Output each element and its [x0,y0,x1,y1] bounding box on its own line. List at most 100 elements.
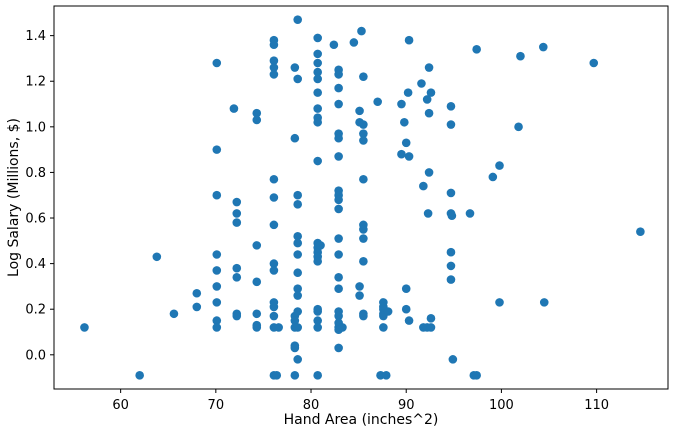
data-point [636,227,645,236]
data-point [232,311,242,321]
data-point [212,266,222,275]
data-point [359,129,368,138]
data-point [424,63,434,72]
data-point [212,58,222,68]
data-point [232,197,242,207]
data-point [313,58,322,68]
data-point [313,307,322,316]
data-point [334,234,343,243]
y-tick-label: 0.6 [25,212,46,227]
data-point [359,136,368,145]
data-point [355,291,364,300]
data-point [269,266,279,275]
data-point [349,38,359,47]
data-point [472,45,481,54]
data-point [290,63,300,72]
x-tick-label: 110 [584,398,609,413]
data-point [293,355,303,364]
data-point [334,99,343,109]
data-point [232,209,242,218]
data-point [334,204,343,214]
data-point [417,79,426,88]
data-point [423,209,433,218]
x-tick-label: 100 [489,398,514,413]
data-point [252,309,262,319]
data-point [446,102,456,111]
data-point [516,51,525,61]
data-point [313,49,322,59]
data-point [316,241,325,250]
data-point [338,323,347,332]
data-point [232,272,242,282]
data-point [426,323,436,332]
data-point [252,115,262,125]
y-tick-label: 0.4 [25,257,46,272]
data-point [269,220,279,230]
data-point [212,298,222,307]
data-point [426,314,436,323]
y-tick-label: 1.2 [25,75,46,90]
data-point [269,174,279,184]
data-point [293,15,303,24]
data-point [403,88,413,97]
x-axis-label: Hand Area (inches^2) [284,412,439,428]
data-point [293,323,303,332]
data-point [293,284,303,293]
data-point [446,120,456,129]
data-point [293,268,303,278]
data-point [357,26,366,36]
data-point [212,190,222,200]
plot-frame [53,5,669,390]
data-point [404,35,414,45]
data-point [269,311,279,321]
data-point [313,74,322,84]
data-point [269,259,279,268]
data-point [404,152,414,161]
data-point [359,120,368,129]
data-point [401,304,411,314]
data-point [446,275,456,284]
data-point [446,188,456,198]
data-point [539,298,549,307]
data-point [212,145,222,154]
x-tick-label: 80 [303,398,320,413]
data-point [272,371,282,380]
data-point [252,277,262,287]
data-point [465,209,475,218]
data-point [135,371,144,380]
data-point [269,193,279,202]
data-point [290,371,300,380]
data-point [313,67,322,77]
data-point [488,172,498,182]
data-point [446,247,456,257]
data-point [212,316,222,325]
data-point [401,284,411,293]
data-point [334,70,343,79]
y-tick-label: 0.8 [25,166,46,181]
data-point [329,40,339,50]
data-point [359,257,368,266]
data-point [269,63,279,72]
data-point [359,311,368,321]
data-point [293,74,303,84]
data-point [274,323,283,332]
data-point [334,152,343,161]
x-tick-label: 90 [398,398,415,413]
data-point [422,95,432,104]
data-point [334,250,343,259]
data-point [293,200,303,209]
data-point [313,156,322,166]
data-point [212,323,222,332]
data-point [192,288,202,298]
data-point [424,168,434,177]
data-point [589,58,599,68]
data-point [334,195,343,205]
data-point [290,316,300,325]
data-point [472,371,481,380]
data-point [192,302,202,312]
data-point [359,174,368,184]
data-point [313,33,322,43]
y-axis-ticks: 0.0 0.2 0.4 0.6 0.8 1.0 1.2 1.4 [25,29,54,363]
y-tick-label: 1.4 [25,29,46,44]
